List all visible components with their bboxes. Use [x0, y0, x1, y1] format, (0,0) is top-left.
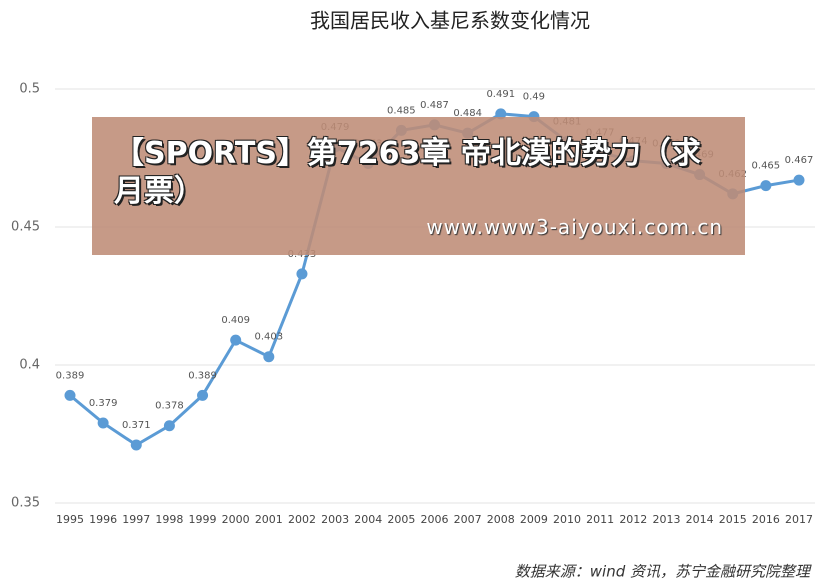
y-tick-label: 0.5 — [19, 82, 40, 97]
data-label: 0.49 — [523, 92, 545, 103]
data-point — [97, 417, 109, 429]
x-tick-label: 2014 — [686, 513, 714, 526]
data-point — [197, 389, 209, 401]
x-tick-label: 2004 — [354, 513, 382, 526]
data-label: 0.389 — [188, 370, 217, 381]
x-tick-label: 1996 — [89, 513, 117, 526]
data-label: 0.484 — [453, 108, 482, 119]
x-tick-label: 2009 — [520, 513, 548, 526]
overlay-title: 【SPORTS】第7263章 帝北漠的势力（求月票） — [114, 136, 701, 209]
data-point — [495, 108, 507, 120]
source-note: 数据来源：wind 资讯，苏宁金融研究院整理 — [515, 563, 812, 581]
x-tick-label: 2003 — [321, 513, 349, 526]
x-tick-label: 2001 — [255, 513, 283, 526]
x-tick-label: 2002 — [288, 513, 316, 526]
x-tick-label: 2012 — [619, 513, 647, 526]
y-tick-label: 0.4 — [19, 358, 40, 373]
y-tick-label: 0.45 — [11, 220, 40, 235]
x-tick-label: 2006 — [421, 513, 449, 526]
data-label: 0.403 — [254, 332, 283, 343]
x-tick-label: 1999 — [189, 513, 217, 526]
data-label: 0.491 — [486, 89, 515, 100]
data-point — [760, 180, 772, 192]
overlay-banner: 【SPORTS】第7263章 帝北漠的势力（求月票） www.www3-aiyo… — [92, 117, 745, 255]
data-label: 0.465 — [752, 161, 781, 172]
data-point — [230, 334, 242, 346]
data-point — [163, 420, 175, 432]
overlay-url: www.www3-aiyouxi.com.cn — [426, 215, 723, 239]
data-point — [296, 268, 308, 280]
data-label: 0.378 — [155, 401, 184, 412]
x-tick-label: 1995 — [56, 513, 84, 526]
x-tick-label: 2007 — [454, 513, 482, 526]
x-tick-label: 1998 — [155, 513, 183, 526]
data-point — [793, 174, 805, 186]
data-label: 0.389 — [56, 370, 85, 381]
x-tick-label: 2000 — [222, 513, 250, 526]
x-tick-label: 2013 — [652, 513, 680, 526]
y-tick-label: 0.35 — [11, 496, 40, 511]
data-point — [130, 439, 142, 451]
data-point — [263, 351, 275, 363]
data-label: 0.487 — [420, 100, 449, 111]
data-label: 0.485 — [387, 105, 416, 116]
chart-title: 我国居民收入基尼系数变化情况 — [310, 9, 590, 33]
x-tick-label: 2017 — [785, 513, 813, 526]
data-point — [64, 389, 76, 401]
x-tick-label: 2011 — [586, 513, 614, 526]
x-tick-label: 2010 — [553, 513, 581, 526]
data-label: 0.467 — [785, 155, 814, 166]
x-tick-label: 2008 — [487, 513, 515, 526]
data-label: 0.409 — [221, 315, 250, 326]
x-tick-label: 2016 — [752, 513, 780, 526]
data-label: 0.379 — [89, 398, 118, 409]
x-tick-label: 2015 — [719, 513, 747, 526]
data-label: 0.371 — [122, 420, 151, 431]
x-tick-label: 2005 — [387, 513, 415, 526]
x-tick-label: 1997 — [122, 513, 150, 526]
